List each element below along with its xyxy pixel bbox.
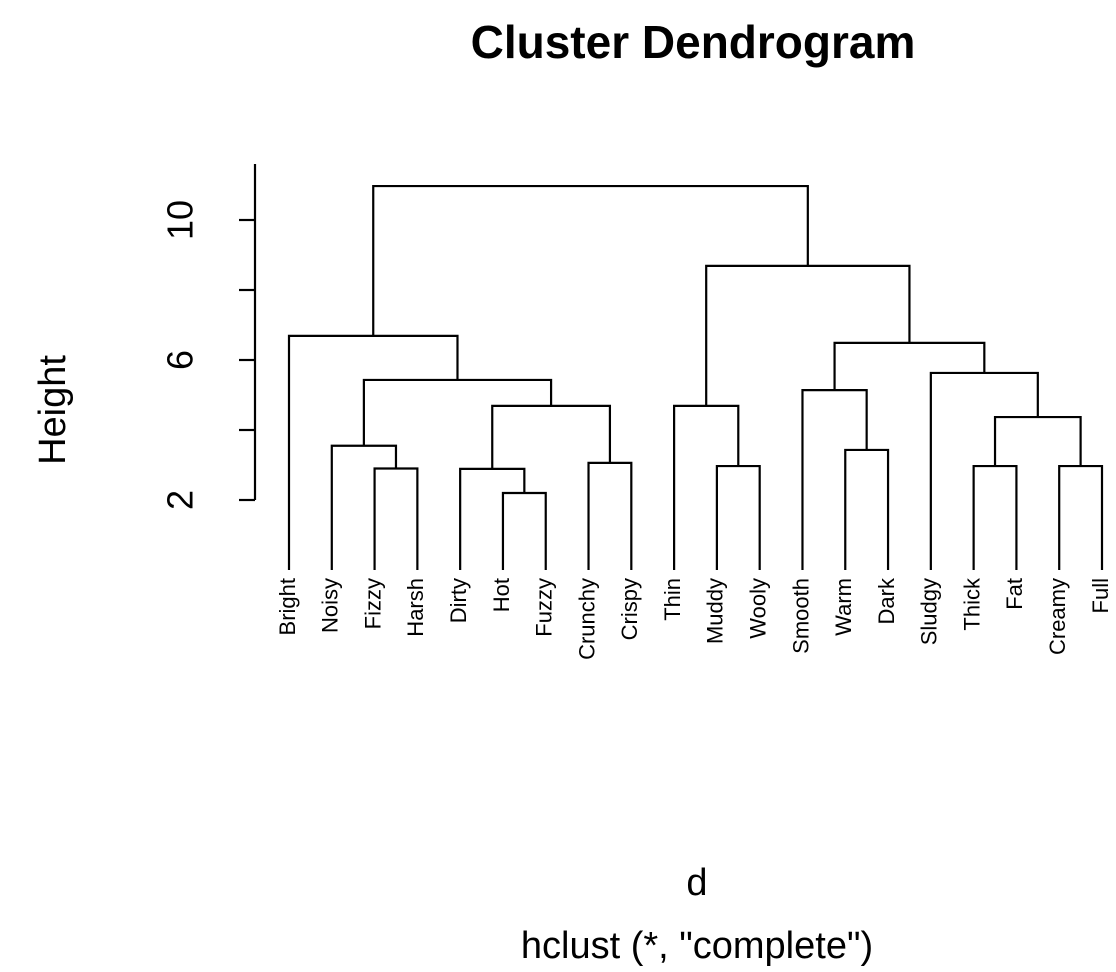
leaf-label: Crispy [617, 578, 642, 640]
merge-link [287, 334, 459, 570]
merge-link [1058, 464, 1104, 570]
y-tick-label: 6 [160, 350, 201, 370]
merge-link [491, 404, 612, 469]
x-axis-label: d [686, 862, 707, 904]
subtitle: hclust (*, "complete") [521, 925, 873, 967]
leaf-label: Bright [275, 578, 300, 635]
merge-link [715, 464, 761, 570]
merge-link [705, 264, 911, 406]
chart-title: Cluster Dendrogram [471, 16, 916, 68]
merge-link [373, 467, 419, 570]
leaf-label: Wooly [745, 578, 770, 639]
merge-link [972, 464, 1018, 570]
merge-link [833, 341, 986, 391]
merge-link [362, 378, 553, 446]
leaf-label: Thick [959, 577, 984, 631]
merge-link [372, 184, 809, 336]
merge-link [587, 461, 633, 570]
leaf-label: Dark [874, 577, 899, 624]
leaf-label: Hot [489, 578, 514, 612]
leaf-label: Harsh [403, 578, 428, 637]
merge-link [673, 404, 740, 570]
leaf-label: Full [1088, 578, 1113, 613]
leaf-label: Thin [660, 578, 685, 621]
leaf-label: Fuzzy [532, 578, 557, 637]
merge-link [501, 491, 547, 570]
y-tick-label: 2 [160, 490, 201, 510]
leaf-label: Dirty [446, 578, 471, 623]
merge-link [330, 444, 398, 570]
leaf-label: Fizzy [360, 578, 385, 629]
leaf-label: Muddy [703, 578, 728, 644]
leaf-label: Creamy [1045, 578, 1070, 655]
merge-link [844, 448, 890, 570]
leaf-label: Warm [831, 578, 856, 636]
merge-link [459, 467, 526, 570]
leaf-label: Crunchy [574, 578, 599, 660]
leaf-label: Noisy [318, 578, 343, 633]
merge-link [993, 415, 1082, 467]
leaf-label: Fat [1002, 578, 1027, 610]
merge-link [801, 389, 868, 570]
leaf-label: Smooth [788, 578, 813, 654]
y-tick-label: 10 [160, 200, 201, 240]
y-axis-label: Height [32, 355, 74, 465]
merge-link [929, 371, 1039, 570]
leaf-label: Sludgy [917, 578, 942, 645]
